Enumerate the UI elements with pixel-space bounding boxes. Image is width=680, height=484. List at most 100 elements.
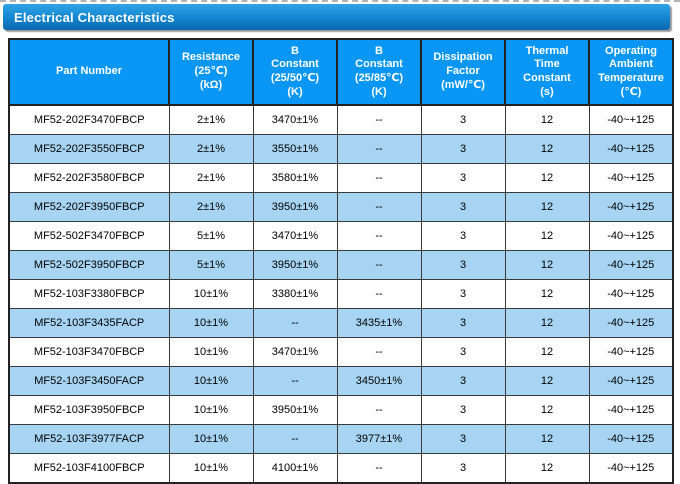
value-cell: 12 bbox=[504, 424, 590, 454]
table-row: MF52-502F3950FBCP 5±1% 3950±1% -- 3 12 -40~+12… bbox=[8, 250, 674, 280]
value-cell: 3 bbox=[420, 424, 506, 454]
value-cell: 2±1% bbox=[168, 134, 254, 164]
part-number-cell: MF52-103F3977FACP bbox=[8, 424, 170, 454]
value-cell: 3 bbox=[420, 104, 506, 135]
value-cell: 3 bbox=[420, 221, 506, 251]
part-number-cell: MF52-202F3550FBCP bbox=[8, 134, 170, 164]
value-cell: -- bbox=[336, 192, 422, 222]
part-number-cell: MF52-103F3380FBCP bbox=[8, 279, 170, 309]
value-cell: 5±1% bbox=[168, 221, 254, 251]
value-cell: 3 bbox=[420, 453, 506, 484]
value-cell: 12 bbox=[504, 221, 590, 251]
value-cell: -40~+125 bbox=[588, 134, 674, 164]
value-cell: 3380±1% bbox=[252, 279, 338, 309]
section-title: Electrical Characteristics bbox=[14, 9, 175, 25]
table-row: MF52-202F3550FBCP 2±1% 3550±1% -- 3 12 -40~+12… bbox=[8, 134, 674, 164]
value-cell: 10±1% bbox=[168, 366, 254, 396]
value-cell: -- bbox=[252, 366, 338, 396]
value-cell: 3 bbox=[420, 192, 506, 222]
value-cell: 3977±1% bbox=[336, 424, 422, 454]
part-number-cell: MF52-103F3470FBCP bbox=[8, 337, 170, 367]
value-cell: 3 bbox=[420, 279, 506, 309]
value-cell: 3 bbox=[420, 250, 506, 280]
column-header-6: Operating Ambient Temperature (℃) bbox=[588, 38, 674, 106]
value-cell: -40~+125 bbox=[588, 366, 674, 396]
value-cell: 3950±1% bbox=[252, 395, 338, 425]
value-cell: -- bbox=[336, 163, 422, 193]
table-row: MF52-103F3977FACP 10±1% -- 3977±1% 3 12 -40~+1… bbox=[8, 424, 674, 454]
value-cell: 3 bbox=[420, 366, 506, 396]
value-cell: -- bbox=[336, 134, 422, 164]
table-row: MF52-103F3380FBCP 10±1% 3380±1% -- 3 12 -40~+1… bbox=[8, 279, 674, 309]
value-cell: 3 bbox=[420, 308, 506, 338]
part-number-cell: MF52-103F3450FACP bbox=[8, 366, 170, 396]
value-cell: -- bbox=[336, 104, 422, 135]
value-cell: 2±1% bbox=[168, 163, 254, 193]
table-row: MF52-502F3470FBCP 5±1% 3470±1% -- 3 12 -40~+12… bbox=[8, 221, 674, 251]
value-cell: -40~+125 bbox=[588, 104, 674, 135]
column-header-5: Thermal Time Constant (s) bbox=[504, 38, 590, 106]
column-header-2: B Constant (25/50℃) (K) bbox=[252, 38, 338, 106]
value-cell: -- bbox=[336, 337, 422, 367]
part-number-cell: MF52-202F3470FBCP bbox=[8, 104, 170, 135]
value-cell: 12 bbox=[504, 279, 590, 309]
part-number-cell: MF52-202F3580FBCP bbox=[8, 163, 170, 193]
value-cell: -40~+125 bbox=[588, 337, 674, 367]
value-cell: -40~+125 bbox=[588, 279, 674, 309]
value-cell: 3950±1% bbox=[252, 250, 338, 280]
value-cell: 3 bbox=[420, 395, 506, 425]
value-cell: 12 bbox=[504, 163, 590, 193]
column-header-3: B Constant (25/85℃) (K) bbox=[336, 38, 422, 106]
value-cell: -40~+125 bbox=[588, 163, 674, 193]
value-cell: 3 bbox=[420, 134, 506, 164]
value-cell: -- bbox=[336, 395, 422, 425]
value-cell: -- bbox=[252, 308, 338, 338]
value-cell: 10±1% bbox=[168, 279, 254, 309]
value-cell: -40~+125 bbox=[588, 221, 674, 251]
table-header-row: Part Number Resistance (25℃) (kΩ) B Consta… bbox=[8, 38, 674, 106]
value-cell: -40~+125 bbox=[588, 453, 674, 484]
table-row: MF52-103F3435FACP 10±1% -- 3435±1% 3 12 -40~+1… bbox=[8, 308, 674, 338]
value-cell: 12 bbox=[504, 308, 590, 338]
part-number-cell: MF52-103F3435FACP bbox=[8, 308, 170, 338]
value-cell: 10±1% bbox=[168, 395, 254, 425]
value-cell: 12 bbox=[504, 104, 590, 135]
part-number-cell: MF52-202F3950FBCP bbox=[8, 192, 170, 222]
value-cell: 3470±1% bbox=[252, 337, 338, 367]
column-header-4: Dissipation Factor (mW/℃) bbox=[420, 38, 506, 106]
value-cell: -40~+125 bbox=[588, 424, 674, 454]
value-cell: -40~+125 bbox=[588, 308, 674, 338]
electrical-characteristics-table: Part Number Resistance (25℃) (kΩ) B Consta… bbox=[8, 38, 674, 484]
value-cell: -40~+125 bbox=[588, 250, 674, 280]
table-row: MF52-103F3950FBCP 10±1% 3950±1% -- 3 12 -40~+1… bbox=[8, 395, 674, 425]
page-break-dashed-line bbox=[0, 0, 680, 2]
part-number-cell: MF52-502F3950FBCP bbox=[8, 250, 170, 280]
value-cell: 3470±1% bbox=[252, 104, 338, 135]
value-cell: 2±1% bbox=[168, 104, 254, 135]
value-cell: 12 bbox=[504, 337, 590, 367]
table-row: MF52-103F3450FACP 10±1% -- 3450±1% 3 12 -40~+1… bbox=[8, 366, 674, 396]
value-cell: 3580±1% bbox=[252, 163, 338, 193]
value-cell: 10±1% bbox=[168, 308, 254, 338]
value-cell: 5±1% bbox=[168, 250, 254, 280]
section-title-bar: Electrical Characteristics bbox=[3, 4, 670, 30]
value-cell: 12 bbox=[504, 395, 590, 425]
value-cell: -40~+125 bbox=[588, 395, 674, 425]
value-cell: 3 bbox=[420, 163, 506, 193]
table-body: MF52-202F3470FBCP 2±1% 3470±1% -- 3 12 -40~+12… bbox=[8, 104, 674, 484]
value-cell: 10±1% bbox=[168, 337, 254, 367]
value-cell: 3550±1% bbox=[252, 134, 338, 164]
value-cell: -- bbox=[336, 221, 422, 251]
value-cell: 10±1% bbox=[168, 424, 254, 454]
part-number-cell: MF52-502F3470FBCP bbox=[8, 221, 170, 251]
part-number-cell: MF52-103F3950FBCP bbox=[8, 395, 170, 425]
table-row: MF52-202F3580FBCP 2±1% 3580±1% -- 3 12 -40~+12… bbox=[8, 163, 674, 193]
column-header-0: Part Number bbox=[8, 38, 170, 106]
value-cell: -- bbox=[336, 279, 422, 309]
column-header-1: Resistance (25℃) (kΩ) bbox=[168, 38, 254, 106]
table-row: MF52-103F3470FBCP 10±1% 3470±1% -- 3 12 -40~+1… bbox=[8, 337, 674, 367]
value-cell: 3470±1% bbox=[252, 221, 338, 251]
value-cell: 12 bbox=[504, 134, 590, 164]
value-cell: 12 bbox=[504, 366, 590, 396]
value-cell: 12 bbox=[504, 453, 590, 484]
